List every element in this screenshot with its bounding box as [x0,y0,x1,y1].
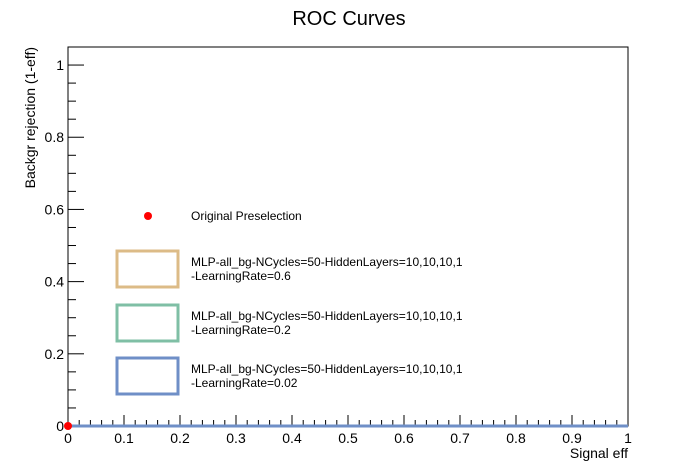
legend-label: MLP-all_bg-NCycles=50-HiddenLayers=10,10… [191,362,463,376]
legend-label: Original Preselection [191,209,302,223]
x-tick-label: 0.8 [506,430,526,446]
y-tick-label: 0.2 [45,346,65,362]
legend-label: -LearningRate=0.02 [191,376,298,390]
x-tick-label: 0.6 [394,430,414,446]
legend-label: MLP-all_bg-NCycles=50-HiddenLayers=10,10… [191,255,463,269]
y-tick-labels: 0 0.2 0.4 0.6 0.8 1 [45,57,65,434]
legend-label: -LearningRate=0.6 [191,269,291,283]
x-tick-label: 0 [64,430,72,446]
x-tick-label: 0.4 [282,430,302,446]
y-tick-label: 0.8 [45,129,65,145]
y-axis-label: Backgr rejection (1-eff) [22,47,38,188]
y-tick-label: 1 [56,57,64,73]
x-tick-label: 0.1 [114,430,134,446]
data-point [64,422,72,430]
x-axis-label: Signal eff [570,445,628,461]
y-tick-label: 0.4 [45,274,65,290]
x-tick-label: 0.9 [562,430,582,446]
x-tick-label: 0.2 [170,430,190,446]
legend-swatch [115,249,180,289]
legend-swatch [115,303,180,343]
legend-swatch [115,356,180,396]
y-tick-label: 0 [56,418,64,434]
legend-label: MLP-all_bg-NCycles=50-HiddenLayers=10,10… [191,309,463,323]
data-points [64,422,72,430]
x-tick-labels: 0 0.1 0.2 0.3 0.4 0.5 0.6 0.7 0.8 0.9 1 [64,430,632,446]
chart-title: ROC Curves [292,8,405,30]
x-tick-label: 0.5 [338,430,358,446]
legend-marker [144,212,152,220]
x-tick-label: 0.7 [450,430,470,446]
legend-label: -LearningRate=0.2 [191,323,291,337]
x-tick-label: 1 [624,430,632,446]
legend: Original Preselection MLP-all_bg-NCycles=… [115,209,463,396]
x-tick-label: 0.3 [226,430,246,446]
y-tick-label: 0.6 [45,201,65,217]
